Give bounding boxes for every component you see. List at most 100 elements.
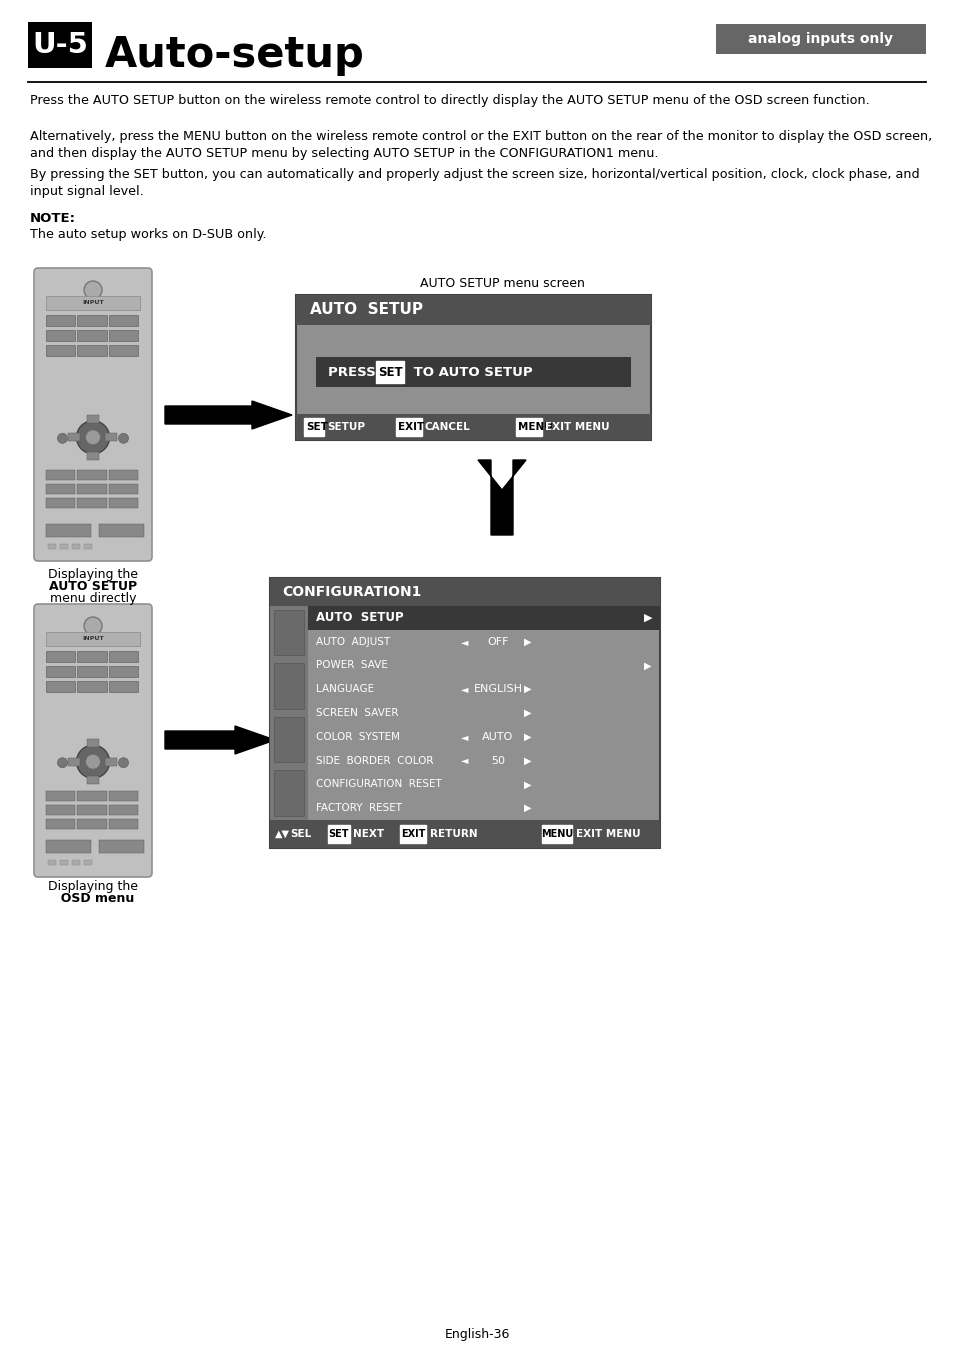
Text: PRESS: PRESS bbox=[328, 366, 380, 379]
Text: EXIT MENU: EXIT MENU bbox=[544, 423, 609, 432]
FancyBboxPatch shape bbox=[34, 603, 152, 878]
Bar bbox=[77, 791, 107, 802]
Bar bbox=[106, 757, 117, 765]
Text: AUTO: AUTO bbox=[482, 732, 513, 741]
Bar bbox=[69, 757, 80, 765]
Text: ◄: ◄ bbox=[460, 637, 468, 647]
Bar bbox=[77, 485, 107, 494]
Text: Press the AUTO SETUP button on the wireless remote control to directly display t: Press the AUTO SETUP button on the wirel… bbox=[30, 95, 869, 107]
Bar bbox=[87, 452, 99, 460]
Text: ▶: ▶ bbox=[643, 613, 652, 622]
Text: The auto setup works on D-SUB only.: The auto setup works on D-SUB only. bbox=[30, 228, 266, 242]
Text: Auto-setup: Auto-setup bbox=[105, 34, 364, 76]
Bar bbox=[270, 606, 308, 819]
Text: 50: 50 bbox=[491, 756, 504, 765]
Circle shape bbox=[76, 745, 110, 778]
Bar bbox=[109, 315, 138, 325]
Bar bbox=[109, 346, 138, 356]
Text: SET: SET bbox=[306, 423, 328, 432]
Bar bbox=[60, 860, 68, 865]
Bar bbox=[77, 651, 107, 661]
Circle shape bbox=[118, 433, 129, 443]
Text: ▶: ▶ bbox=[524, 803, 531, 813]
Bar bbox=[109, 651, 138, 661]
Bar bbox=[77, 470, 107, 481]
Text: ENGLISH: ENGLISH bbox=[473, 684, 522, 694]
Bar bbox=[46, 680, 75, 693]
Bar bbox=[84, 544, 91, 549]
Bar bbox=[71, 860, 80, 865]
Text: INPUT: INPUT bbox=[82, 636, 104, 641]
Bar bbox=[716, 24, 925, 54]
Text: AUTO  ADJUST: AUTO ADJUST bbox=[315, 637, 390, 647]
Text: CANCEL: CANCEL bbox=[424, 423, 470, 432]
Bar bbox=[99, 524, 144, 537]
Bar bbox=[46, 329, 75, 342]
Text: ▶: ▶ bbox=[524, 732, 531, 741]
Text: Displaying the: Displaying the bbox=[48, 880, 138, 892]
Text: By pressing the SET button, you can automatically and properly adjust the screen: By pressing the SET button, you can auto… bbox=[30, 167, 919, 198]
Bar bbox=[46, 346, 75, 356]
Text: ◄: ◄ bbox=[460, 684, 468, 694]
Text: Alternatively, press the MENU button on the wireless remote control or the EXIT : Alternatively, press the MENU button on … bbox=[30, 130, 931, 161]
Text: ▶: ▶ bbox=[643, 660, 651, 671]
Text: SEL: SEL bbox=[290, 829, 311, 838]
Text: ▶: ▶ bbox=[524, 684, 531, 694]
Bar bbox=[295, 296, 650, 440]
Circle shape bbox=[86, 755, 100, 770]
Bar bbox=[77, 680, 107, 693]
Bar bbox=[308, 606, 659, 630]
Bar bbox=[274, 663, 304, 709]
Text: U-5: U-5 bbox=[32, 31, 88, 59]
Text: ▲▼: ▲▼ bbox=[274, 829, 290, 838]
Bar bbox=[77, 346, 107, 356]
Text: INPUT: INPUT bbox=[82, 301, 104, 305]
Bar bbox=[399, 825, 426, 842]
Circle shape bbox=[86, 429, 100, 444]
Circle shape bbox=[57, 757, 68, 768]
Bar bbox=[77, 819, 107, 829]
Bar bbox=[375, 362, 403, 383]
Bar bbox=[99, 840, 144, 853]
Bar bbox=[295, 296, 650, 325]
Polygon shape bbox=[477, 460, 525, 535]
Bar bbox=[106, 433, 117, 441]
Bar bbox=[109, 470, 138, 481]
Text: LANGUAGE: LANGUAGE bbox=[315, 684, 374, 694]
Circle shape bbox=[84, 281, 102, 298]
Polygon shape bbox=[165, 726, 274, 755]
Bar bbox=[46, 296, 140, 310]
Bar bbox=[541, 825, 572, 842]
Text: EXIT MENU: EXIT MENU bbox=[576, 829, 640, 838]
FancyBboxPatch shape bbox=[34, 269, 152, 562]
Bar bbox=[87, 776, 99, 784]
Text: POWER  SAVE: POWER SAVE bbox=[315, 660, 388, 671]
Text: OFF: OFF bbox=[487, 637, 508, 647]
Text: AUTO SETUP menu screen: AUTO SETUP menu screen bbox=[419, 277, 584, 290]
Text: FACTORY  RESET: FACTORY RESET bbox=[315, 803, 401, 813]
Bar bbox=[109, 666, 138, 676]
Text: Displaying the: Displaying the bbox=[48, 568, 138, 580]
Text: English-36: English-36 bbox=[444, 1328, 509, 1341]
Bar bbox=[28, 22, 91, 68]
Text: MENU: MENU bbox=[517, 423, 552, 432]
Bar bbox=[109, 498, 138, 508]
Bar bbox=[46, 819, 75, 829]
Bar bbox=[46, 632, 140, 647]
Circle shape bbox=[76, 421, 110, 454]
Text: AUTO  SETUP: AUTO SETUP bbox=[315, 612, 403, 625]
Bar bbox=[274, 717, 304, 763]
Text: COLOR  SYSTEM: COLOR SYSTEM bbox=[315, 732, 399, 741]
Bar bbox=[77, 315, 107, 325]
Text: ◄: ◄ bbox=[460, 756, 468, 765]
Bar bbox=[109, 680, 138, 693]
Text: ▶: ▶ bbox=[524, 637, 531, 647]
Text: ▶: ▶ bbox=[524, 756, 531, 765]
Bar bbox=[46, 651, 75, 661]
Bar bbox=[77, 329, 107, 342]
Bar bbox=[109, 791, 138, 802]
Circle shape bbox=[84, 617, 102, 634]
Bar bbox=[46, 485, 75, 494]
Circle shape bbox=[57, 433, 68, 443]
Text: CONFIGURATION1: CONFIGURATION1 bbox=[282, 585, 421, 599]
